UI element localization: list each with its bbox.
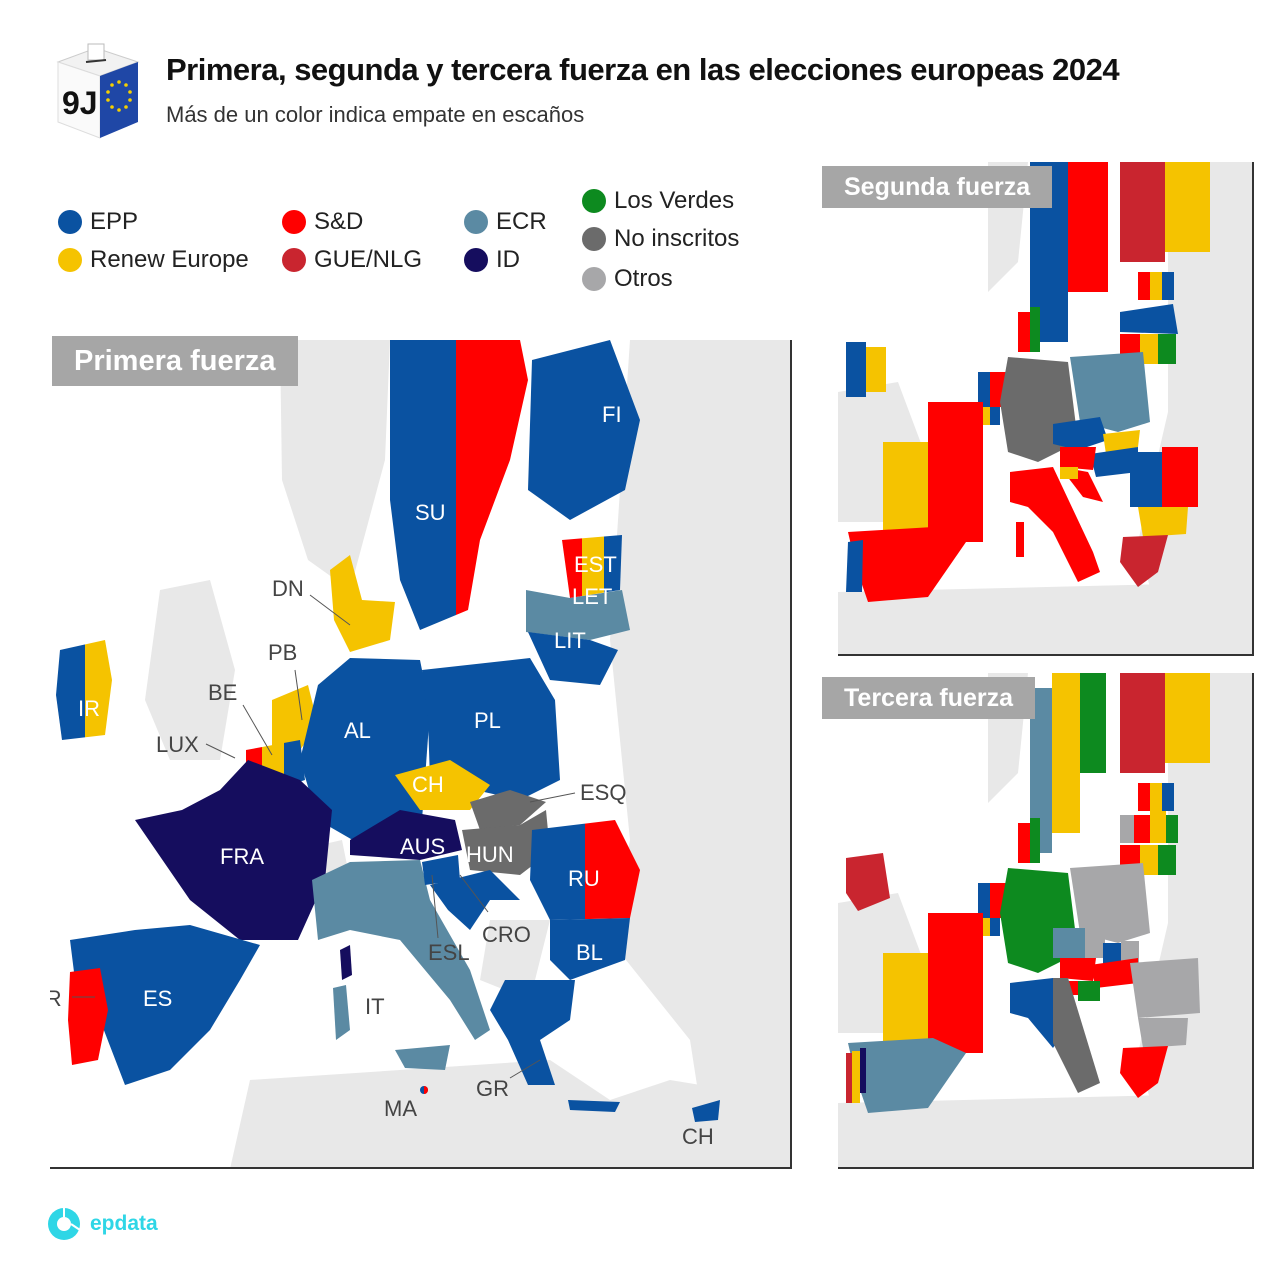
country-label-gr: GR bbox=[476, 1076, 509, 1101]
country-label-let: LET bbox=[572, 584, 612, 609]
country-label-dn: DN bbox=[272, 576, 304, 601]
country-label-bl: BL bbox=[576, 940, 603, 965]
legend-item-epp: EPP bbox=[58, 208, 138, 236]
epdata-logo: epdata bbox=[46, 1206, 158, 1242]
map-title-segunda: Segunda fuerza bbox=[822, 166, 1053, 208]
latvia-region bbox=[526, 590, 630, 640]
country-label-cyprus: CH bbox=[682, 1124, 714, 1149]
country-label-est: EST bbox=[574, 552, 617, 577]
map-segunda-fuerza: Segunda fuerza bbox=[822, 162, 1254, 656]
ballot-box-9j-logo: 9J bbox=[48, 40, 144, 140]
legend-dot-no-inscritos bbox=[582, 227, 606, 251]
legend-label: Los Verdes bbox=[614, 187, 735, 214]
country-label-fi: FI bbox=[602, 402, 622, 427]
legend-label: GUE/NLG bbox=[314, 246, 423, 273]
legend-dot-epp bbox=[58, 210, 82, 234]
country-label-por: POR bbox=[50, 986, 62, 1011]
portugal-region bbox=[68, 968, 108, 1065]
country-label-esq: ESQ bbox=[580, 780, 626, 805]
slovakia-region bbox=[470, 790, 546, 830]
greece-region bbox=[490, 980, 575, 1085]
country-label-aus: AUS bbox=[400, 834, 445, 859]
legend-label: ECR bbox=[496, 208, 547, 235]
country-label-ir: IR bbox=[78, 696, 100, 721]
country-label-esl: ESL bbox=[428, 940, 470, 965]
corsica-region bbox=[340, 945, 352, 980]
map-title-primera: Primera fuerza bbox=[52, 336, 298, 386]
legend-item-ecr: ECR bbox=[464, 208, 547, 236]
croatia-region bbox=[430, 870, 520, 930]
legend-dot-renew bbox=[58, 248, 82, 272]
epdata-icon bbox=[48, 1208, 81, 1240]
bulgaria-region bbox=[550, 918, 630, 980]
legend-item-sd: S&D bbox=[282, 208, 363, 236]
uk-land bbox=[145, 580, 235, 760]
norway-land bbox=[280, 340, 390, 590]
sicily-region bbox=[395, 1045, 450, 1070]
legend-dot-verdes bbox=[582, 189, 606, 213]
legend-label: S&D bbox=[314, 208, 364, 235]
legend-dot-otros bbox=[582, 267, 606, 291]
legend-item-otros: Otros bbox=[582, 265, 673, 293]
crete-region bbox=[568, 1100, 620, 1112]
map-title-tercera: Tercera fuerza bbox=[822, 677, 1036, 719]
country-label-al: AL bbox=[344, 718, 371, 743]
map-primera-fuerza: SU FI EST LET LIT IR AL PL CH AUS HUN RU… bbox=[50, 336, 792, 1169]
denmark-region bbox=[330, 555, 395, 652]
lithuania-region bbox=[528, 632, 618, 685]
eastern-land bbox=[610, 340, 792, 1169]
map-tercera-fuerza: Tercera fuerza bbox=[822, 673, 1254, 1169]
page-subtitle: Más de un color indica empate en escaños bbox=[166, 102, 585, 127]
legend-label: No inscritos bbox=[614, 225, 740, 252]
legend-dot-sd bbox=[282, 210, 306, 234]
legend-dot-id bbox=[464, 248, 488, 272]
italy-region bbox=[312, 860, 490, 1040]
czechia-region bbox=[395, 760, 490, 810]
cyprus-region bbox=[692, 1100, 720, 1122]
country-label-pl: PL bbox=[474, 708, 501, 733]
country-label-it: IT bbox=[365, 994, 385, 1019]
country-label-ma: MA bbox=[384, 1096, 417, 1121]
country-label-lit: LIT bbox=[554, 628, 586, 653]
legend-label: Otros bbox=[614, 265, 673, 292]
legend-item-verdes: Los Verdes bbox=[582, 187, 734, 215]
legend-label: EPP bbox=[90, 208, 139, 235]
country-label-es: ES bbox=[143, 986, 172, 1011]
country-label-be: BE bbox=[208, 680, 237, 705]
legend-dot-ecr bbox=[464, 210, 488, 234]
legend-label: Renew Europe bbox=[90, 246, 249, 273]
spain-region bbox=[70, 925, 260, 1085]
africa-land bbox=[230, 1060, 792, 1169]
sardinia-region bbox=[333, 985, 350, 1040]
germany-region bbox=[300, 658, 430, 850]
page-title: Primera, segunda y tercera fuerza en las… bbox=[166, 52, 1120, 87]
legend-dot-gue bbox=[282, 248, 306, 272]
svg-text:9J: 9J bbox=[62, 85, 98, 121]
country-label-cro: CRO bbox=[482, 922, 531, 947]
epdata-brand: epdata bbox=[90, 1212, 158, 1235]
austria-region bbox=[350, 810, 462, 860]
legend-item-renew: Renew Europe bbox=[58, 246, 249, 274]
legend-label: ID bbox=[496, 246, 520, 273]
country-label-lux: LUX bbox=[156, 732, 199, 757]
country-label-hun: HUN bbox=[466, 842, 514, 867]
france-region bbox=[135, 760, 332, 940]
legend-item-no-inscritos: No inscritos bbox=[582, 225, 739, 253]
country-label-fra: FRA bbox=[220, 844, 264, 869]
hungary-region bbox=[462, 810, 550, 875]
finland-region bbox=[528, 340, 640, 520]
slovenia-region bbox=[422, 855, 460, 885]
country-label-ch: CH bbox=[412, 772, 444, 797]
country-label-ru: RU bbox=[568, 866, 600, 891]
country-label-pb: PB bbox=[268, 640, 297, 665]
legend-item-id: ID bbox=[464, 246, 520, 274]
legend-item-gue: GUE/NLG bbox=[282, 246, 422, 274]
country-label-su: SU bbox=[415, 500, 446, 525]
